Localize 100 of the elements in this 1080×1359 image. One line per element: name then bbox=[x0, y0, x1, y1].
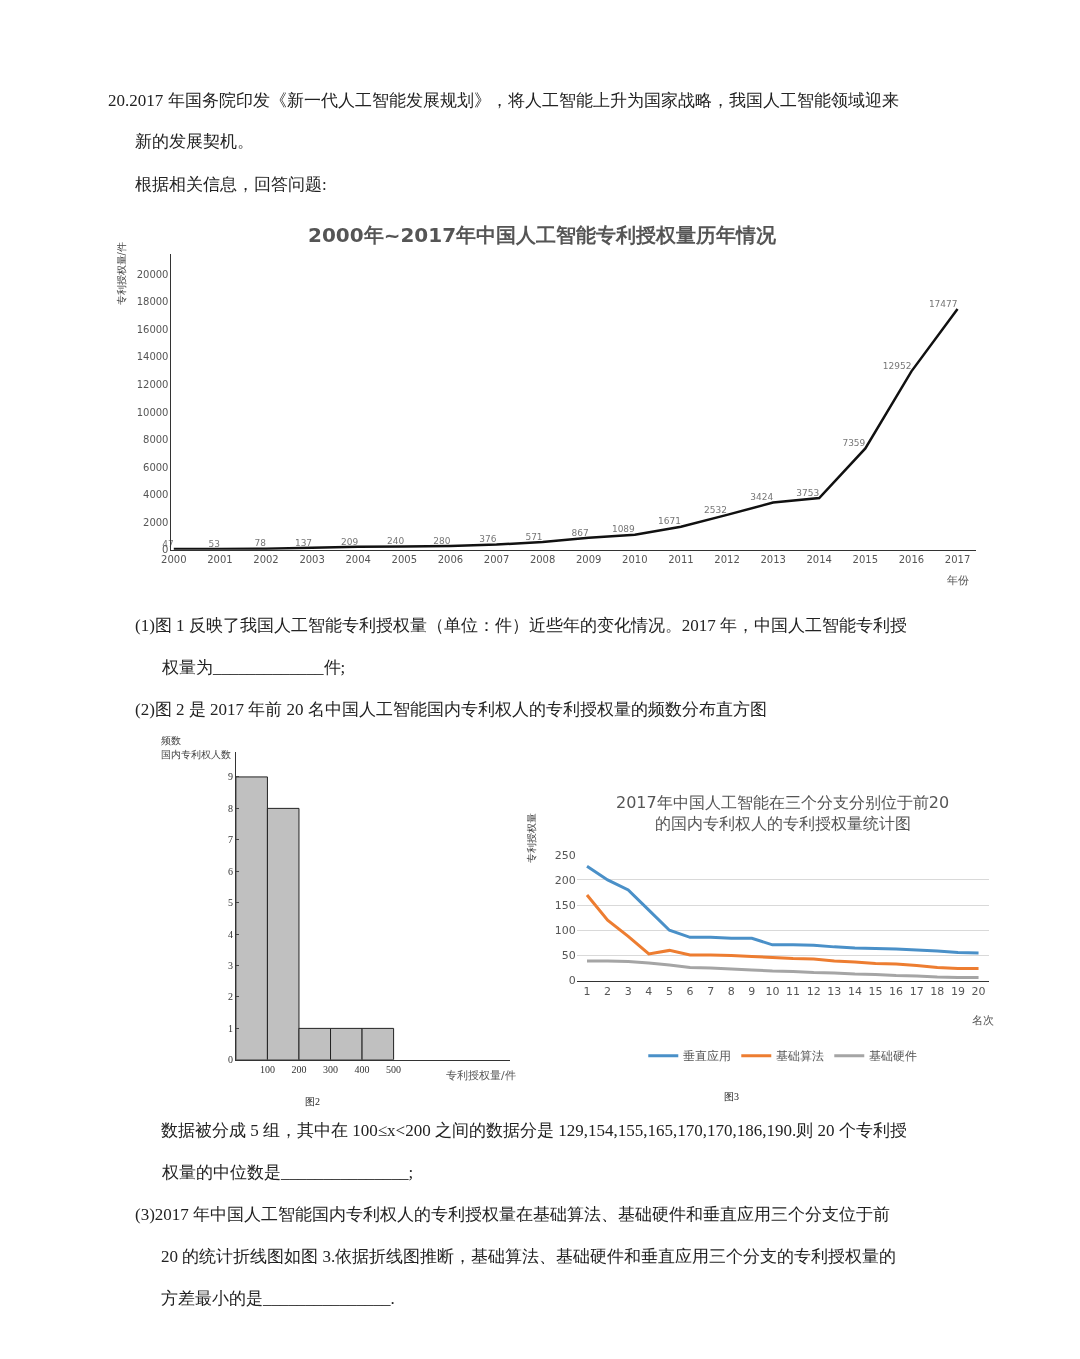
x-tick-label: 8 bbox=[727, 984, 735, 998]
data-label: 7359 bbox=[842, 438, 866, 449]
x-tick-label: 17 bbox=[909, 984, 924, 998]
data-label: 280 bbox=[433, 535, 451, 546]
x-tick-label: 2010 bbox=[622, 553, 648, 565]
line-series bbox=[172, 307, 959, 550]
text: 根据相关信息，回答问题: bbox=[135, 175, 327, 194]
y-tick-label: 7 bbox=[227, 834, 233, 846]
data-label: 376 bbox=[479, 534, 497, 545]
text: 方差最小的是_______________. bbox=[161, 1289, 395, 1308]
text: 权量为_____________件; bbox=[161, 658, 346, 677]
x-tick-label: 6 bbox=[686, 984, 694, 998]
data-label: 209 bbox=[341, 536, 359, 547]
text: (3)2017 年中国人工智能国内专利权人的专利授权量在基础算法、基础硬件和垂直应用三个分支位于前 bbox=[135, 1205, 891, 1224]
data-label: 867 bbox=[571, 527, 589, 538]
x-tick-label: 16 bbox=[889, 984, 904, 998]
caption: 图2 bbox=[305, 1096, 320, 1107]
x-tick-label: 11 bbox=[786, 984, 801, 998]
x-tick-label: 10 bbox=[765, 984, 780, 998]
data-label: 1089 bbox=[611, 524, 636, 535]
x-tick-label: 300 bbox=[323, 1063, 339, 1075]
y-tick-label: 4000 bbox=[143, 489, 169, 501]
x-tick-label: 2012 bbox=[714, 553, 740, 565]
y-tick-label: 16000 bbox=[136, 323, 169, 335]
x-tick-label: 2001 bbox=[207, 553, 233, 565]
y-tick-label: 20000 bbox=[136, 268, 169, 280]
y-tick-label: 9 bbox=[227, 771, 233, 783]
data-label: 17477 bbox=[928, 298, 958, 309]
y-tick-label: 5 bbox=[227, 897, 233, 909]
y-tick-label: 14000 bbox=[136, 351, 169, 363]
legend-label: 垂直应用 bbox=[683, 1049, 732, 1064]
x-tick-label: 3 bbox=[624, 984, 632, 998]
x-axis-title: 专利授权量/件 bbox=[446, 1069, 516, 1082]
x-tick-label: 2005 bbox=[391, 553, 418, 565]
x-tick-label: 14 bbox=[847, 984, 862, 998]
chart-title: 2000年~2017年中国人工智能专利授权量历年情况 bbox=[308, 223, 778, 247]
text: 新的发展契机。 bbox=[135, 132, 254, 151]
text: (1)图 1 反映了我国人工智能专利授权量（单位：件）近些年的变化情况。2017 年，中国人工智能专利授 bbox=[135, 616, 908, 635]
legend-label: 基础算法 bbox=[776, 1049, 825, 1064]
line-series bbox=[585, 864, 981, 955]
x-tick-label: 2000 bbox=[161, 553, 187, 565]
x-tick-label: 9 bbox=[748, 984, 756, 998]
y-tick-label: 2000 bbox=[143, 516, 169, 528]
x-tick-label: 2 bbox=[604, 984, 612, 998]
y-tick-label: 0 bbox=[568, 974, 576, 988]
y-tick-label: 50 bbox=[561, 949, 576, 963]
x-tick-label: 1 bbox=[583, 984, 591, 998]
x-tick-label: 2017 bbox=[944, 553, 971, 565]
y-tick-label: 18000 bbox=[136, 296, 169, 308]
y-tick-label: 6 bbox=[227, 865, 233, 877]
x-tick-label: 2007 bbox=[483, 553, 510, 565]
data-label: 53 bbox=[208, 538, 220, 549]
x-tick-label: 2009 bbox=[575, 553, 602, 565]
y-axis-title: 专利授权量 bbox=[526, 813, 538, 864]
x-tick-label: 2004 bbox=[345, 553, 371, 565]
x-tick-label: 19 bbox=[950, 984, 965, 998]
text: 频数 bbox=[161, 735, 181, 746]
data-label: 78 bbox=[254, 538, 267, 549]
x-tick-label: 12 bbox=[806, 984, 821, 998]
x-axis-title: 年份 bbox=[947, 574, 969, 587]
y-tick-label: 4 bbox=[227, 928, 233, 940]
x-tick-label: 2006 bbox=[437, 553, 464, 565]
x-tick-label: 500 bbox=[386, 1063, 402, 1075]
y-tick-label: 250 bbox=[554, 848, 576, 862]
data-label: 3424 bbox=[750, 492, 774, 503]
x-tick-label: 15 bbox=[868, 984, 883, 998]
data-label: 571 bbox=[525, 531, 543, 542]
y-tick-label: 1 bbox=[227, 1022, 233, 1034]
line-series bbox=[585, 893, 981, 971]
x-tick-label: 200 bbox=[291, 1063, 307, 1075]
x-tick-label: 18 bbox=[930, 984, 945, 998]
x-tick-label: 2016 bbox=[898, 553, 925, 565]
y-tick-label: 8000 bbox=[143, 434, 169, 446]
text: 数据被分成 5 组，其中在 100≤x<200 之间的数据分是 129,154,155,165,170,170,186,190.则 20 个专利授 bbox=[161, 1121, 907, 1140]
y-tick-label: 150 bbox=[554, 898, 576, 912]
y-tick-label: 10000 bbox=[136, 406, 169, 418]
y-tick-label: 6000 bbox=[143, 461, 169, 473]
y-tick-label: 0 bbox=[227, 1054, 233, 1066]
data-label: 12952 bbox=[882, 361, 912, 372]
x-tick-label: 400 bbox=[354, 1063, 370, 1075]
text: (2)图 2 是 2017 年前 20 名中国人工智能国内专利权人的专利授权量的频数分布直方图 bbox=[135, 700, 767, 719]
x-tick-label: 7 bbox=[707, 984, 715, 998]
data-label: 2532 bbox=[704, 504, 728, 515]
y-tick-label: 3 bbox=[227, 960, 233, 972]
data-label: 240 bbox=[387, 536, 405, 547]
line-series bbox=[585, 959, 981, 980]
text: 权量的中位数是_______________; bbox=[161, 1163, 414, 1182]
x-tick-label: 100 bbox=[259, 1063, 275, 1075]
x-axis-title: 名次 bbox=[972, 1014, 994, 1027]
data-label: 1671 bbox=[658, 516, 681, 527]
y-tick-label: 12000 bbox=[136, 378, 169, 390]
x-tick-label: 13 bbox=[827, 984, 842, 998]
text: 20.2017 年国务院印发《新一代人工智能发展规划》，将人工智能上升为国家战略，我国人工智能领域迎来 bbox=[108, 91, 899, 110]
caption: 图3 bbox=[724, 1091, 739, 1102]
y-tick-label: 200 bbox=[554, 873, 576, 887]
text: 20 的统计折线图如图 3.依据折线图推断，基础算法、基础硬件和垂直应用三个分支的专利授权量的 bbox=[161, 1247, 897, 1266]
x-tick-label: 2014 bbox=[806, 553, 832, 565]
x-tick-label: 2015 bbox=[852, 553, 879, 565]
x-tick-label: 20 bbox=[971, 984, 986, 998]
data-label: 137 bbox=[294, 537, 313, 548]
